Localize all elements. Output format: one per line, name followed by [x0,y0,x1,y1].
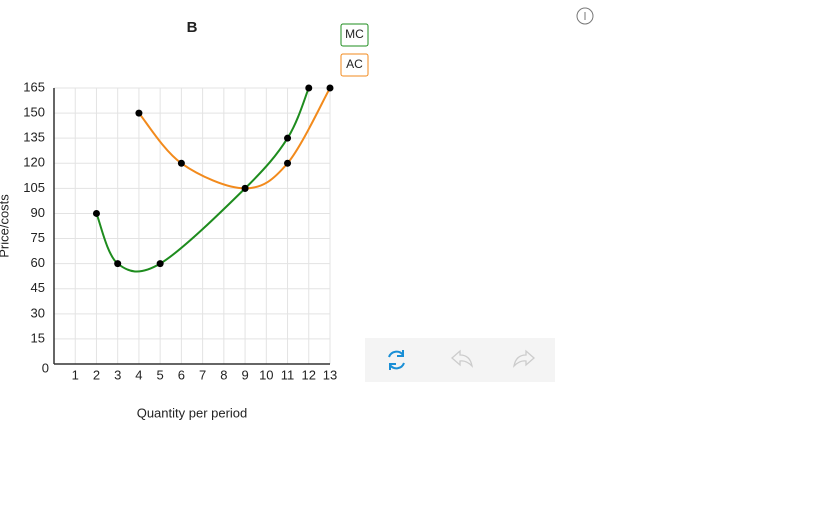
point [241,184,249,192]
y-tick-label: 75 [31,230,45,245]
point [284,159,292,167]
x-tick-label: 8 [220,367,227,382]
x-tick-label: 10 [259,367,273,382]
y-tick-label: 90 [31,205,45,220]
legend-label: MC [345,27,364,41]
point [284,134,292,142]
point [114,260,122,268]
x-axis-label: Quantity per period [137,405,248,420]
y-tick-label: 105 [23,180,45,195]
x-tick-label: 6 [178,367,185,382]
y-tick-label: 30 [31,305,45,320]
x-tick-label: 13 [323,367,337,382]
point [326,84,334,92]
point [156,260,164,268]
chart-title: B [187,19,198,36]
x-tick-label: 7 [199,367,206,382]
y-tick-label: 135 [23,130,45,145]
point [305,84,313,92]
toolbar [365,338,555,382]
y-tick-label: 165 [23,79,45,94]
x-tick-label: 5 [157,367,164,382]
y-tick-label: 15 [31,330,45,345]
y-tick-label: 45 [31,280,45,295]
info-button[interactable] [576,7,594,25]
point [177,159,185,167]
x-tick-label: 2 [93,367,100,382]
x-tick-label: 11 [281,367,295,382]
reset-button[interactable] [388,350,405,370]
y-tick-label: 0 [42,360,49,375]
x-tick-label: 3 [114,367,121,382]
legend-box[interactable] [340,53,369,77]
legend-box[interactable] [340,23,369,47]
point [135,109,143,117]
legend-label: AC [346,57,363,71]
y-tick-label: 120 [23,155,45,170]
redo-button[interactable] [512,349,535,368]
point [92,209,100,217]
x-tick-label: 1 [72,367,79,382]
x-tick-label: 9 [241,367,248,382]
x-tick-label: 12 [302,367,316,382]
y-axis-label: Price/costs [0,194,11,258]
y-tick-label: 60 [31,255,45,270]
y-tick-label: 150 [23,105,45,120]
undo-button[interactable] [451,349,474,368]
x-tick-label: 4 [135,367,142,382]
